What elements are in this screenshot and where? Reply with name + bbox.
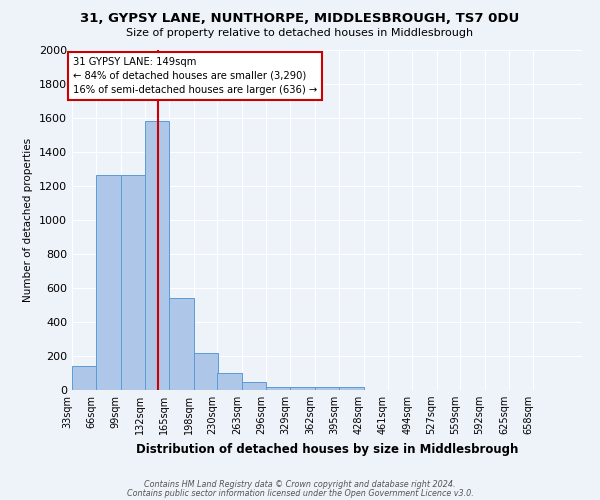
Text: Contains HM Land Registry data © Crown copyright and database right 2024.: Contains HM Land Registry data © Crown c…: [144, 480, 456, 489]
Bar: [290, 388, 315, 390]
Bar: [169, 298, 194, 390]
Bar: [315, 388, 339, 390]
Bar: [194, 354, 218, 390]
Text: 31, GYPSY LANE, NUNTHORPE, MIDDLESBROUGH, TS7 0DU: 31, GYPSY LANE, NUNTHORPE, MIDDLESBROUGH…: [80, 12, 520, 26]
Bar: [266, 386, 290, 390]
Text: Size of property relative to detached houses in Middlesbrough: Size of property relative to detached ho…: [127, 28, 473, 38]
X-axis label: Distribution of detached houses by size in Middlesbrough: Distribution of detached houses by size …: [136, 442, 518, 456]
Text: Contains public sector information licensed under the Open Government Licence v3: Contains public sector information licen…: [127, 488, 473, 498]
Bar: [121, 175, 145, 390]
Bar: [242, 382, 266, 390]
Bar: [97, 175, 121, 390]
Bar: [145, 122, 169, 390]
Bar: [217, 373, 242, 390]
Text: 31 GYPSY LANE: 149sqm
← 84% of detached houses are smaller (3,290)
16% of semi-d: 31 GYPSY LANE: 149sqm ← 84% of detached …: [73, 57, 317, 95]
Y-axis label: Number of detached properties: Number of detached properties: [23, 138, 34, 302]
Bar: [339, 386, 364, 390]
Bar: [72, 366, 97, 390]
